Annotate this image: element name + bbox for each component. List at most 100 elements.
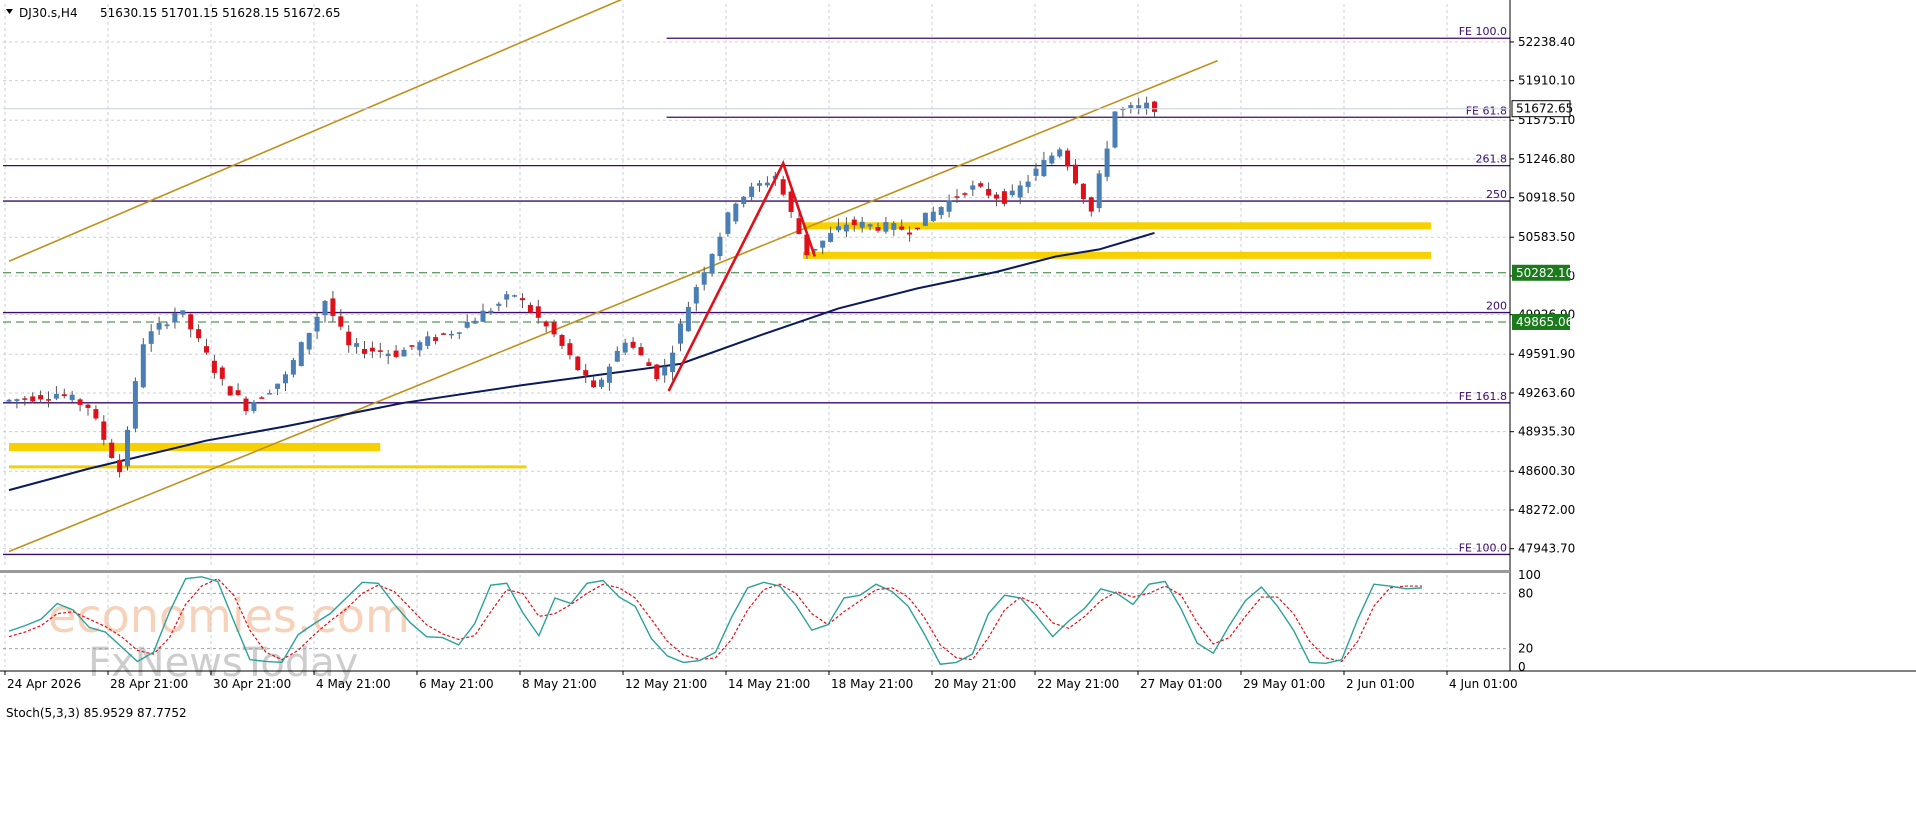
bull-candle	[757, 183, 762, 186]
bull-candle	[606, 366, 612, 383]
bear-candle	[575, 356, 581, 371]
y-tick-label: 50583.50	[1518, 230, 1575, 244]
bull-candle	[1136, 105, 1142, 109]
bull-candle	[891, 223, 897, 230]
bear-candle	[22, 398, 28, 400]
y-tick-label: 52238.40	[1518, 35, 1575, 49]
y-tick-label: 51910.10	[1518, 74, 1575, 88]
y-tick-label: 49263.60	[1518, 386, 1575, 400]
price-tag	[1512, 313, 1570, 330]
zigzag-line	[667, 159, 817, 392]
bear-candle	[109, 442, 115, 458]
bear-candle	[567, 343, 573, 356]
zigzag-polyline[interactable]	[667, 159, 817, 392]
bear-candle	[346, 331, 352, 346]
grid	[3, 4, 1510, 667]
support-zones	[9, 222, 1431, 469]
bear-candle	[393, 350, 399, 357]
bull-candle	[164, 324, 170, 327]
bear-candle	[117, 459, 123, 473]
bull-candle	[812, 248, 818, 251]
bull-candle	[472, 320, 478, 324]
moving-average	[8, 231, 1155, 492]
bear-candle	[1152, 101, 1157, 112]
bull-candle	[1041, 160, 1047, 177]
bull-candle	[764, 182, 770, 186]
bull-candle	[283, 374, 288, 384]
bull-candle	[512, 295, 518, 297]
support-zone	[9, 442, 381, 452]
y-tick-label: 50918.50	[1518, 191, 1575, 205]
x-tick-label: 12 May 21:00	[625, 677, 707, 691]
channel-line[interactable]	[8, 59, 1219, 553]
bull-candle	[298, 342, 304, 367]
panel-separator[interactable]	[0, 570, 1510, 573]
bull-candle	[125, 429, 130, 467]
bear-candle	[899, 226, 905, 230]
y-tick-label: 47943.70	[1518, 542, 1575, 556]
bull-candle	[733, 203, 739, 222]
bull-candle	[749, 186, 755, 197]
bear-candle	[907, 232, 913, 235]
bear-candle	[38, 395, 44, 400]
bull-candle	[456, 332, 462, 334]
x-tick-label: 27 May 01:00	[1140, 677, 1222, 691]
bull-candle	[701, 272, 707, 285]
bull-candle	[1096, 173, 1102, 209]
stoch-level-label: 0	[1518, 660, 1526, 674]
bear-candle	[851, 219, 857, 226]
bull-candle	[180, 310, 186, 315]
bull-candle	[867, 224, 873, 227]
bear-candle	[796, 218, 802, 234]
bear-candle	[638, 347, 644, 356]
bear-candle	[61, 394, 67, 397]
bull-candle	[496, 303, 502, 306]
bear-candle	[1088, 197, 1094, 212]
bear-candle	[1065, 150, 1071, 167]
bull-candle	[622, 342, 628, 353]
channel-line[interactable]	[8, 0, 633, 262]
y-tick-label: 51246.80	[1518, 152, 1575, 166]
ma-line	[8, 231, 1155, 492]
bear-candle	[788, 191, 794, 212]
ohlc-label: 51630.15 51701.15 51628.15 51672.65	[100, 6, 340, 20]
stoch-level-label: 100	[1518, 568, 1541, 582]
candlesticks	[6, 96, 1157, 478]
x-tick-label: 29 May 01:00	[1243, 677, 1325, 691]
bull-candle	[843, 224, 849, 232]
bear-candle	[362, 348, 367, 354]
bull-candle	[1033, 168, 1039, 176]
support-zone	[9, 465, 527, 469]
bull-candle	[480, 310, 486, 322]
bear-candle	[93, 409, 99, 419]
bear-candle	[77, 399, 83, 405]
bull-candle	[930, 211, 936, 221]
x-tick-label: 4 May 21:00	[316, 677, 391, 691]
x-tick-label: 22 May 21:00	[1037, 677, 1119, 691]
x-tick-label: 2 Jun 01:00	[1346, 677, 1415, 691]
bear-candle	[630, 341, 636, 348]
bear-candle	[101, 421, 107, 440]
bull-candle	[140, 344, 146, 388]
bull-candle	[6, 399, 12, 402]
bear-candle	[30, 396, 36, 402]
bear-candle	[654, 364, 660, 380]
bear-candle	[915, 227, 920, 230]
bear-candle	[46, 399, 51, 401]
bear-candle	[591, 380, 597, 388]
bull-candle	[504, 294, 510, 300]
bull-candle	[69, 394, 75, 401]
watermark-line2: FxNewsToday	[88, 640, 358, 686]
fib-level-label: FE 61.8	[1466, 104, 1507, 117]
bull-candle	[172, 313, 178, 323]
bull-candle	[156, 322, 162, 330]
stoch-level-label: 80	[1518, 586, 1533, 600]
bull-candle	[614, 350, 620, 362]
bull-candle	[425, 336, 431, 346]
bear-candle	[962, 193, 968, 195]
bull-candle	[53, 393, 59, 399]
bull-candle	[290, 360, 296, 375]
triangle-down-icon[interactable]	[6, 9, 13, 14]
bull-candle	[1104, 148, 1110, 177]
